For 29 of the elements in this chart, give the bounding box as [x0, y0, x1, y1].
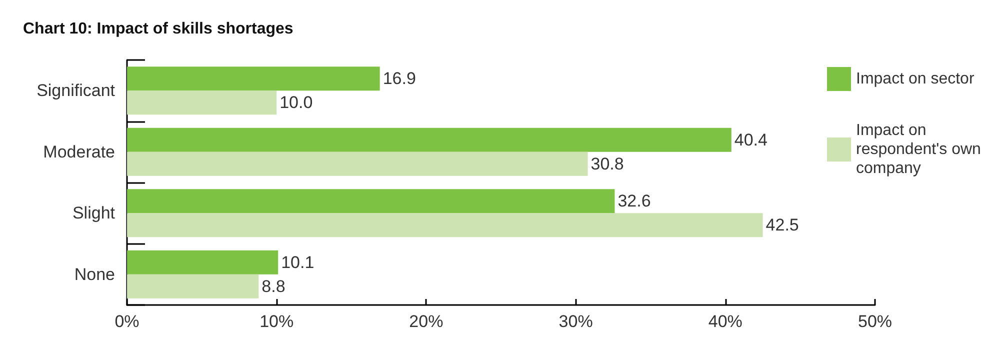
y-tick-label: Significant	[36, 81, 116, 100]
bar	[127, 274, 259, 298]
y-tick-label: Slight	[72, 204, 116, 223]
data-label: 40.4	[734, 130, 768, 150]
legend-label: Impact on sector	[856, 70, 975, 88]
bar	[127, 66, 380, 91]
data-label: 8.8	[262, 276, 286, 296]
bar	[127, 250, 278, 274]
legend-label: Impact on respondent's own company	[856, 122, 986, 177]
bar	[127, 128, 732, 152]
x-tick-label: 30%	[558, 312, 593, 331]
x-tick-label: 0%	[114, 312, 140, 331]
bar	[127, 90, 277, 115]
chart-title: Chart 10: Impact of skills shortages	[23, 20, 294, 38]
data-label: 16.9	[382, 69, 416, 88]
x-tick-label: 20%	[409, 312, 444, 331]
x-tick-label: 40%	[708, 312, 742, 331]
y-tick-label: None	[74, 264, 115, 284]
bar	[127, 213, 763, 238]
bar	[127, 152, 588, 176]
data-label: 10.1	[281, 252, 314, 272]
y-tick-label: Moderate	[43, 142, 115, 162]
data-label: 30.8	[590, 154, 624, 174]
data-label: 32.6	[618, 192, 651, 211]
data-label: 42.5	[766, 216, 799, 235]
x-tick-label: 50%	[858, 312, 892, 331]
bar	[127, 189, 615, 214]
data-label: 10.0	[280, 93, 313, 112]
x-tick-label: 10%	[260, 312, 294, 331]
